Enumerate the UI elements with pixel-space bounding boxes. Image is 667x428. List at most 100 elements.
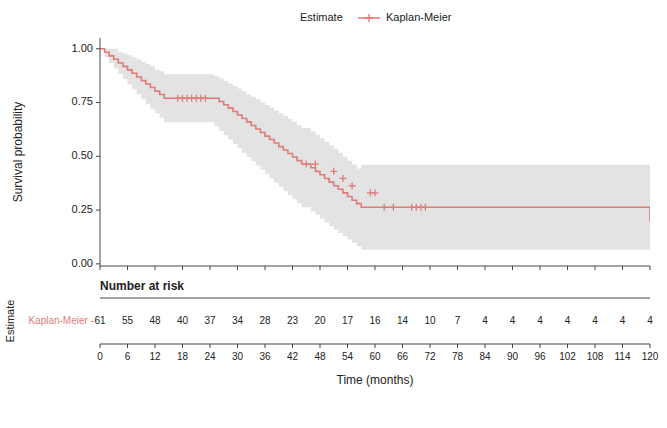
censor-mark bbox=[390, 204, 397, 211]
x-tick-label: 90 bbox=[507, 351, 519, 362]
risk-x-tick bbox=[100, 344, 101, 348]
x-tick-label: 102 bbox=[559, 351, 576, 362]
risk-number: 40 bbox=[177, 315, 189, 326]
x-tick bbox=[155, 266, 156, 270]
y-tick bbox=[96, 48, 100, 49]
risk-x-tick bbox=[375, 344, 376, 348]
y-tick-label: 0.75 bbox=[72, 95, 93, 107]
x-tick-label: 60 bbox=[369, 351, 381, 362]
x-axis-label: Time (months) bbox=[337, 373, 414, 387]
x-tick bbox=[485, 266, 486, 270]
risk-x-tick bbox=[512, 344, 513, 348]
risk-number: 55 bbox=[122, 315, 134, 326]
risk-number: 20 bbox=[314, 315, 326, 326]
x-tick bbox=[622, 266, 623, 270]
x-tick bbox=[650, 266, 651, 270]
x-tick-label: 48 bbox=[314, 351, 326, 362]
censor-mark bbox=[372, 189, 379, 196]
x-tick-label: 6 bbox=[125, 351, 131, 362]
risk-number: 4 bbox=[592, 315, 598, 326]
censor-mark bbox=[381, 204, 388, 211]
risk-number: 4 bbox=[510, 315, 516, 326]
risk-x-tick bbox=[567, 344, 568, 348]
y-tick bbox=[96, 156, 100, 157]
y-tick-label: 0.25 bbox=[72, 203, 93, 215]
x-tick-label: 108 bbox=[587, 351, 604, 362]
risk-x-tick bbox=[155, 344, 156, 348]
y-tick bbox=[96, 210, 100, 211]
y-tick-label: 0.50 bbox=[72, 149, 93, 161]
x-tick bbox=[375, 266, 376, 270]
risk-number: 4 bbox=[647, 315, 653, 326]
risk-x-tick bbox=[402, 344, 403, 348]
risk-x-tick bbox=[650, 344, 651, 348]
risk-number: 4 bbox=[565, 315, 571, 326]
risk-number: 7 bbox=[455, 315, 461, 326]
y-tick-label: 1.00 bbox=[72, 42, 93, 54]
risk-number: 23 bbox=[287, 315, 299, 326]
risk-number: 61 bbox=[94, 315, 106, 326]
x-tick-label: 84 bbox=[479, 351, 491, 362]
risk-x-tick bbox=[182, 344, 183, 348]
x-tick-label: 54 bbox=[342, 351, 354, 362]
x-tick bbox=[182, 266, 183, 270]
risk-number: 37 bbox=[204, 315, 216, 326]
confidence-band bbox=[100, 49, 650, 257]
risk-x-tick bbox=[347, 344, 348, 348]
risk-number: 16 bbox=[369, 315, 381, 326]
risk-number: 17 bbox=[342, 315, 354, 326]
x-tick-label: 72 bbox=[424, 351, 436, 362]
risk-x-tick bbox=[127, 344, 128, 348]
risk-x-tick bbox=[265, 344, 266, 348]
legend: EstimateKaplan-Meier bbox=[300, 11, 452, 23]
x-tick bbox=[430, 266, 431, 270]
x-tick bbox=[457, 266, 458, 270]
x-tick bbox=[127, 266, 128, 270]
survival-line bbox=[100, 49, 650, 222]
plot-area bbox=[100, 49, 650, 257]
risk-x-tick bbox=[320, 344, 321, 348]
x-tick bbox=[320, 266, 321, 270]
x-tick-label: 36 bbox=[259, 351, 271, 362]
x-tick bbox=[237, 266, 238, 270]
risk-x-tick bbox=[430, 344, 431, 348]
risk-x-tick bbox=[457, 344, 458, 348]
x-tick bbox=[210, 266, 211, 270]
risk-number: 4 bbox=[620, 315, 626, 326]
x-tick-label: 24 bbox=[204, 351, 216, 362]
x-tick-label: 18 bbox=[177, 351, 189, 362]
censor-mark bbox=[202, 95, 209, 102]
risk-number: 34 bbox=[232, 315, 244, 326]
y-axis-line bbox=[100, 38, 101, 266]
chart: 0.000.250.500.751.00Survival probability… bbox=[0, 0, 667, 428]
risk-x-tick bbox=[485, 344, 486, 348]
censor-mark bbox=[422, 204, 429, 211]
x-tick-label: 66 bbox=[397, 351, 409, 362]
x-tick bbox=[567, 266, 568, 270]
x-tick bbox=[512, 266, 513, 270]
risk-y-label: Estimate bbox=[4, 300, 16, 343]
risk-x-tick bbox=[237, 344, 238, 348]
x-tick-label: 114 bbox=[615, 351, 631, 362]
x-tick bbox=[100, 266, 101, 270]
risk-number: 28 bbox=[259, 315, 271, 326]
risk-table-title: Number at risk bbox=[100, 279, 184, 293]
risk-number: 10 bbox=[424, 315, 436, 326]
risk-x-tick bbox=[595, 344, 596, 348]
censor-mark bbox=[349, 182, 356, 189]
x-tick-label: 0 bbox=[97, 351, 103, 362]
x-tick bbox=[265, 266, 266, 270]
risk-number: 4 bbox=[482, 315, 488, 326]
risk-x-tick bbox=[540, 344, 541, 348]
x-tick bbox=[347, 266, 348, 270]
risk-x-tick bbox=[622, 344, 623, 348]
risk-x-tick bbox=[292, 344, 293, 348]
censor-mark bbox=[312, 161, 319, 168]
y-tick-label: 0.00 bbox=[72, 257, 93, 269]
x-tick bbox=[595, 266, 596, 270]
x-tick-label: 12 bbox=[149, 351, 161, 362]
risk-x-tick bbox=[210, 344, 211, 348]
y-tick bbox=[96, 263, 100, 264]
x-tick bbox=[292, 266, 293, 270]
censor-mark bbox=[303, 161, 310, 168]
